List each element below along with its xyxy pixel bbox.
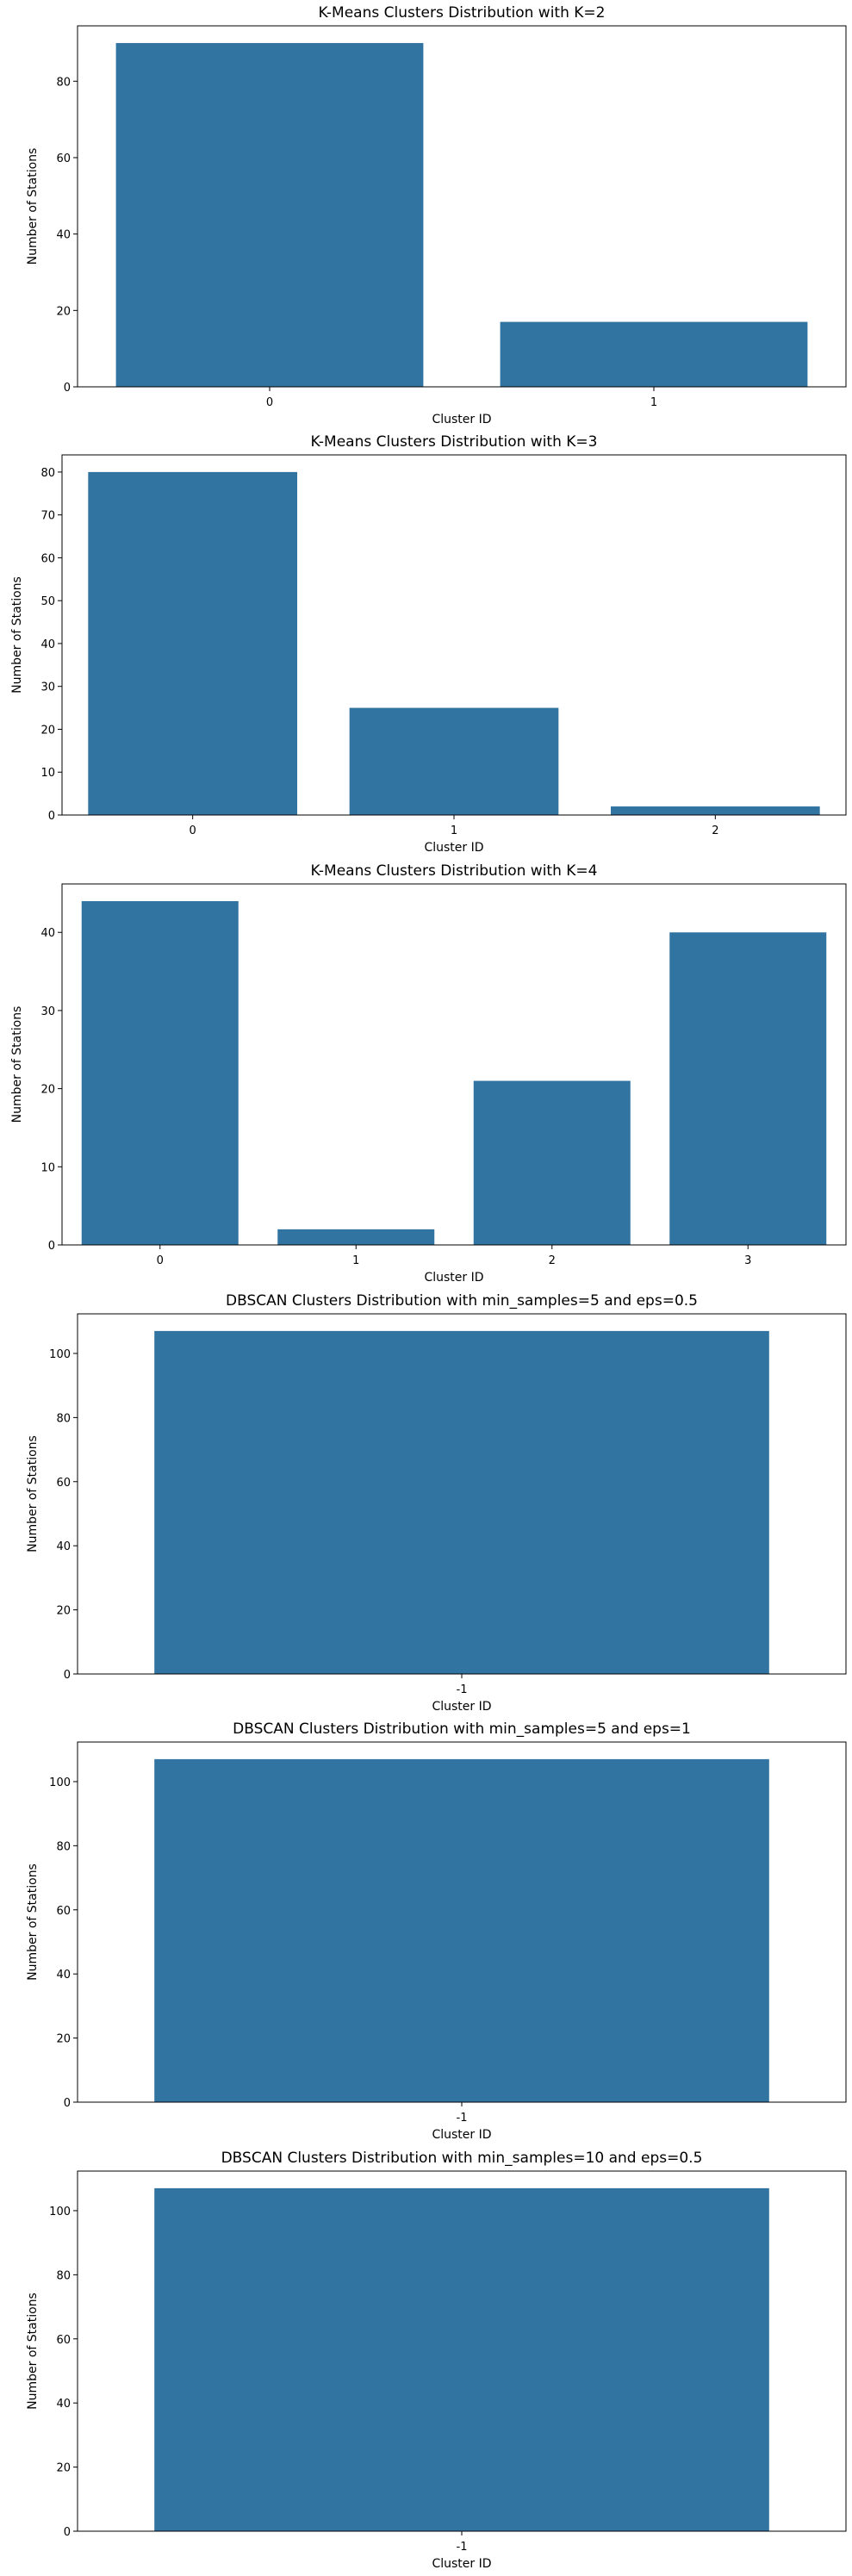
y-tick-label: 10	[40, 767, 55, 780]
bar-1	[500, 321, 808, 387]
chart-title: K-Means Clusters Distribution with K=2	[319, 4, 606, 22]
x-axis-label: Cluster ID	[432, 2557, 491, 2571]
x-tick-label: 0	[266, 396, 273, 409]
y-axis-label: Number of Stations	[26, 1435, 40, 1552]
y-tick-label: 20	[40, 724, 55, 737]
bar-2	[611, 806, 820, 815]
x-tick-label: -1	[457, 1683, 468, 1696]
x-tick-label: 1	[650, 396, 657, 409]
y-tick-label: 40	[40, 638, 55, 651]
y-tick-label: 0	[64, 1669, 71, 1682]
y-tick-label: 20	[40, 1084, 55, 1097]
y-tick-label: 0	[48, 1240, 55, 1253]
x-tick-label: 0	[157, 1254, 164, 1267]
bar--1	[154, 2187, 769, 2531]
y-tick-label: 20	[56, 2462, 71, 2475]
y-tick-label: 100	[49, 2206, 71, 2218]
y-tick-label: 40	[56, 2398, 71, 2411]
y-tick-label: 80	[56, 1840, 71, 1853]
y-tick-label: 30	[40, 681, 55, 694]
y-tick-label: 40	[56, 1969, 71, 1982]
bar-1	[349, 707, 559, 815]
x-tick-label: 1	[352, 1254, 359, 1267]
plot-frame	[77, 25, 847, 388]
y-tick-label: 20	[56, 2033, 71, 2046]
y-tick-label: 0	[64, 2097, 71, 2110]
y-axis-label: Number of Stations	[10, 576, 24, 694]
y-tick-label: 60	[56, 152, 71, 165]
y-tick-label: 40	[56, 1540, 71, 1553]
y-tick-label: 70	[40, 510, 55, 523]
y-tick-label: 60	[56, 1477, 71, 1490]
plot-frame	[61, 883, 847, 1246]
y-tick-label: 40	[40, 927, 55, 940]
x-tick-label: -1	[457, 2112, 468, 2125]
y-tick-label: 60	[56, 1905, 71, 1918]
bar-0	[115, 42, 424, 387]
x-tick-label: 3	[744, 1254, 751, 1267]
y-tick-label: 30	[40, 1005, 55, 1018]
x-tick-label: 0	[190, 824, 196, 837]
x-axis-label: Cluster ID	[432, 1700, 491, 1714]
x-axis-label: Cluster ID	[424, 841, 483, 855]
y-axis-label: Number of Stations	[26, 148, 40, 265]
x-axis-label: Cluster ID	[432, 413, 491, 426]
y-axis-label: Number of Stations	[10, 1006, 24, 1123]
y-tick-label: 0	[48, 810, 55, 823]
chart-panel-4: 0 20 40 60 80 100 -1 DBSCAN Clusters Distributi…	[26, 1720, 847, 2142]
y-tick-label: 80	[56, 2269, 71, 2282]
x-tick-label: 1	[451, 824, 457, 837]
chart-panel-1: 0 10 20 30 40 50 60 70 80 0 1 2 K-Means Clusters Dis…	[10, 433, 847, 855]
bar-3	[669, 932, 827, 1245]
y-tick-label: 20	[56, 305, 71, 318]
chart-panel-3: 0 20 40 60 80 100 -1 DBSCAN Clusters Distributi…	[26, 1292, 847, 1714]
y-tick-label: 0	[64, 382, 71, 395]
bar--1	[154, 1330, 769, 1674]
chart-title: K-Means Clusters Distribution with K=4	[311, 862, 598, 880]
x-axis-label: Cluster ID	[432, 2128, 491, 2142]
y-tick-label: 100	[49, 1776, 71, 1789]
x-tick-label: 2	[549, 1254, 556, 1267]
y-tick-label: 80	[56, 1412, 71, 1425]
y-tick-label: 0	[64, 2526, 71, 2539]
x-axis-label: Cluster ID	[424, 1271, 483, 1285]
bar-2	[473, 1080, 631, 1245]
x-tick-label: -1	[457, 2541, 468, 2554]
y-tick-label: 60	[40, 552, 55, 565]
y-axis-label: Number of Stations	[26, 2293, 40, 2410]
y-tick-label: 80	[40, 467, 55, 480]
chart-title: DBSCAN Clusters Distribution with min_sa…	[221, 2150, 703, 2167]
bar-1	[277, 1229, 435, 1245]
y-tick-label: 60	[56, 2334, 71, 2347]
y-tick-label: 10	[40, 1161, 55, 1174]
y-tick-label: 80	[56, 76, 71, 89]
chart-panel-2: 0 10 20 30 40 0 1 2 3 K-Means Clusters Distributi…	[10, 862, 847, 1285]
y-tick-label: 40	[56, 229, 71, 242]
chart-title: DBSCAN Clusters Distribution with min_sa…	[226, 1292, 698, 1310]
bar-0	[81, 900, 239, 1245]
bar-0	[88, 471, 297, 815]
x-tick-label: 2	[712, 824, 718, 837]
y-tick-label: 20	[56, 1605, 71, 1618]
y-tick-label: 50	[40, 595, 55, 608]
chart-panel-0: 0 20 40 60 80 0 1 K-Means Clusters Distribution…	[26, 4, 847, 426]
chart-title: DBSCAN Clusters Distribution with min_sa…	[233, 1720, 691, 1738]
y-tick-label: 100	[49, 1348, 71, 1361]
chart-panel-5: 0 20 40 60 80 100 -1 DBSCAN Clusters Distributi…	[26, 2150, 847, 2571]
y-axis-label: Number of Stations	[26, 1864, 40, 1981]
bar--1	[154, 1758, 769, 2102]
chart-title: K-Means Clusters Distribution with K=3	[311, 433, 598, 451]
